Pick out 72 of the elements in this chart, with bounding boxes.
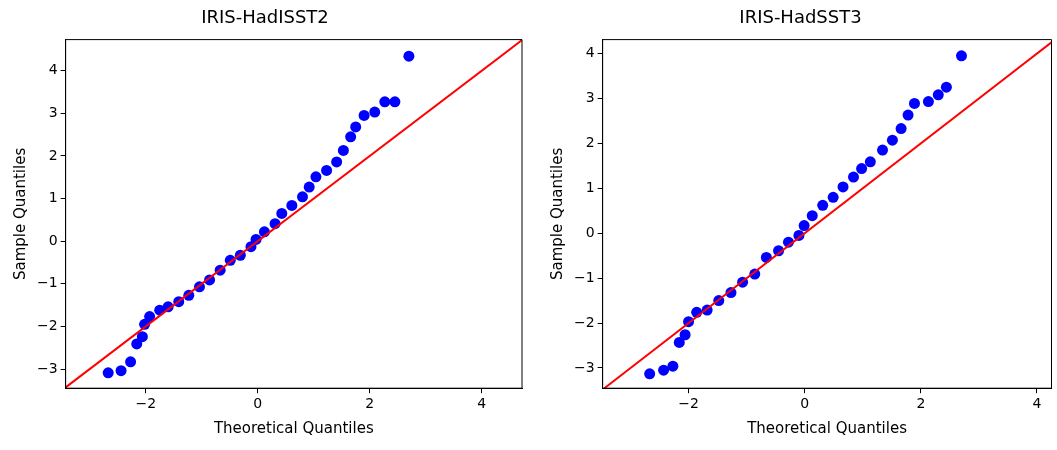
point xyxy=(922,96,934,108)
point xyxy=(837,181,849,193)
point xyxy=(144,311,156,323)
x-tick-label: 0 xyxy=(800,395,810,412)
y-tick-label: 1 xyxy=(585,178,595,195)
y-tick-label: 3 xyxy=(48,103,58,120)
point xyxy=(902,109,914,121)
y-tick-label: −3 xyxy=(37,359,58,376)
point xyxy=(798,220,810,232)
point xyxy=(679,329,691,341)
point xyxy=(403,50,415,62)
x-tick-label: −2 xyxy=(135,395,157,412)
point xyxy=(297,191,308,203)
point xyxy=(345,131,357,143)
y-tick-label: 2 xyxy=(48,146,58,163)
x-axis-title: Theoretical Quantiles xyxy=(746,418,908,437)
point xyxy=(886,134,898,146)
point xyxy=(125,356,137,368)
point xyxy=(286,199,298,211)
point xyxy=(940,81,952,93)
x-tick-label: 0 xyxy=(253,395,263,412)
point xyxy=(827,191,839,203)
point xyxy=(358,109,370,121)
y-tick-label: 4 xyxy=(585,44,595,61)
x-tick-label: 2 xyxy=(916,395,926,412)
point xyxy=(667,360,679,372)
point xyxy=(864,156,876,168)
x-tick-label: 4 xyxy=(1032,395,1042,412)
y-tick-label: −1 xyxy=(574,268,595,285)
point xyxy=(856,163,868,175)
y-tick-label: 1 xyxy=(48,189,58,206)
y-tick-label: 2 xyxy=(585,134,595,151)
point xyxy=(310,171,322,183)
point xyxy=(908,97,920,109)
point xyxy=(379,96,391,108)
point xyxy=(136,331,148,343)
point xyxy=(350,121,362,133)
point xyxy=(847,171,859,183)
y-tick-label: −1 xyxy=(37,274,58,291)
chart-title: IRIS-HadISST2 xyxy=(201,6,329,28)
point xyxy=(389,96,401,108)
point xyxy=(276,207,288,219)
y-tick-label: 0 xyxy=(48,231,58,248)
x-tick-label: 4 xyxy=(477,395,487,412)
y-axis-title: Sample Quantiles xyxy=(547,147,566,281)
point xyxy=(337,144,349,156)
point xyxy=(806,210,818,222)
point xyxy=(644,368,656,380)
y-axis-title: Sample Quantiles xyxy=(10,147,29,281)
y-tick-label: −2 xyxy=(37,317,58,334)
y-tick-label: −3 xyxy=(574,358,595,375)
chart-title: IRIS-HadSST3 xyxy=(739,6,862,28)
point xyxy=(115,365,127,377)
point xyxy=(369,106,381,118)
point xyxy=(658,364,670,376)
point xyxy=(895,123,907,135)
point xyxy=(331,156,343,168)
point xyxy=(932,89,944,101)
x-tick-label: −2 xyxy=(678,395,699,412)
point xyxy=(956,50,967,62)
y-tick-label: −2 xyxy=(574,313,595,330)
point xyxy=(321,164,333,176)
point xyxy=(102,367,114,379)
point xyxy=(673,336,685,348)
y-tick-label: 3 xyxy=(585,89,595,106)
x-axis-title: Theoretical Quantiles xyxy=(212,418,374,437)
point xyxy=(877,144,889,156)
x-tick-label: 2 xyxy=(365,395,375,412)
point xyxy=(817,199,829,211)
y-tick-label: 0 xyxy=(585,223,595,240)
y-tick-label: 4 xyxy=(48,61,58,78)
point xyxy=(303,181,315,193)
